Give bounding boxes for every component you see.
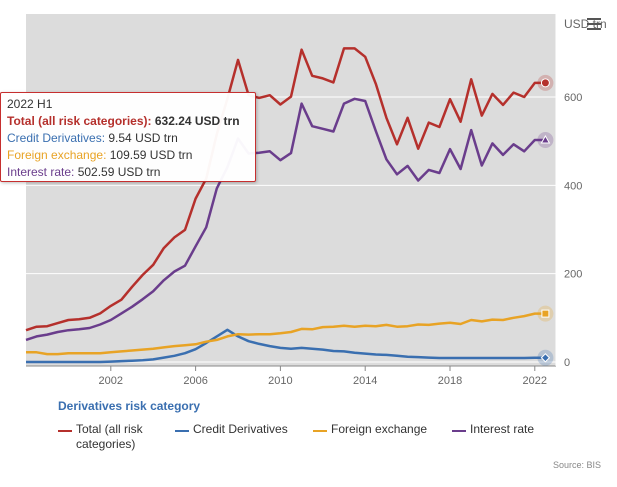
y-tick-label: 600 — [564, 92, 582, 104]
series-line-foreign-exchange[interactable] — [26, 312, 546, 356]
x-tick-label: 2014 — [353, 375, 377, 387]
tooltip-row: Foreign exchange: 109.59 USD trn — [7, 148, 193, 162]
tooltip-series-label: Foreign exchange — [7, 148, 104, 162]
axes: 0 200 400 600 2002 2006 2010 2014 2018 2022 — [26, 14, 582, 387]
tooltip-title: 2022 H1 — [7, 97, 53, 111]
tooltip-row: Total (all risk categories): 632.24 USD … — [7, 114, 240, 128]
legend-label: Interest rate — [470, 422, 535, 436]
hover-point-marker — [541, 309, 550, 318]
tooltip-row: Interest rate: 502.59 USD trn — [7, 165, 161, 179]
tooltip-series-value: 502.59 USD trn — [77, 165, 161, 179]
hover-point-marker — [540, 353, 551, 363]
tooltip-row: Credit Derivatives: 9.54 USD trn — [7, 131, 178, 145]
tooltip-series-value: 9.54 USD trn — [108, 131, 178, 145]
y-tick-label: 200 — [564, 269, 582, 281]
legend-title: Derivatives risk category — [58, 399, 201, 413]
tooltip-series-label: Total (all risk categories) — [7, 114, 148, 128]
series-line-credit-derivatives[interactable] — [26, 328, 546, 364]
legend-swatch — [313, 430, 327, 432]
x-tick-label: 2002 — [99, 375, 123, 387]
legend-label: Credit Derivatives — [193, 422, 288, 436]
x-tick-label: 2010 — [268, 375, 292, 387]
tooltip-series-value: 632.24 USD trn — [154, 114, 240, 128]
hamburger-menu-icon[interactable] — [583, 13, 605, 35]
y-tick-label: 400 — [564, 180, 582, 192]
x-tick-label: 2018 — [438, 375, 462, 387]
x-tick-label: 2022 — [523, 375, 547, 387]
legend-swatch — [452, 430, 466, 432]
y-tick-label: 0 — [564, 357, 570, 369]
hover-point-marker — [540, 78, 550, 88]
series-line-interest-rate[interactable] — [25, 97, 546, 342]
y-axis-unit-label: USD trn — [564, 17, 607, 31]
legend-swatch — [58, 430, 72, 432]
x-tick-label: 2006 — [183, 375, 207, 387]
series-lines — [25, 47, 546, 364]
tooltip-series-label: Interest rate — [7, 165, 72, 179]
tooltip-series-label: Credit Derivatives — [7, 131, 102, 145]
data-tooltip: 2022 H1 Total (all risk categories): 632… — [0, 92, 256, 182]
hover-markers — [537, 74, 554, 366]
legend-label: Total (all risk categories) — [76, 422, 143, 451]
hover-point-marker — [540, 135, 551, 144]
legend-label: Foreign exchange — [331, 422, 428, 436]
series-line-total-all-risk-categories[interactable] — [25, 47, 546, 332]
tooltip-series-value: 109.59 USD trn — [109, 148, 193, 162]
plot-background — [26, 14, 556, 366]
legend-swatch — [175, 430, 189, 432]
source-credit: Source: BIS — [552, 460, 601, 470]
